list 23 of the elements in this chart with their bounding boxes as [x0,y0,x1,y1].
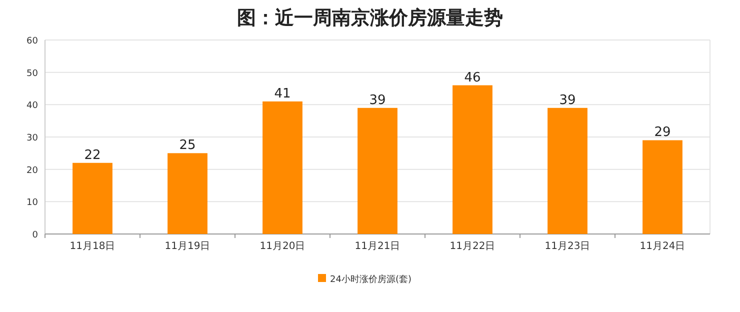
y-tick-label: 30 [26,134,38,144]
x-tick-label: 11月24日 [640,241,686,252]
title: 图：近一周南京涨价房源量走势 [237,7,503,29]
data-label: 25 [179,138,196,154]
data-label: 46 [464,70,481,86]
x-tick-label: 11月19日 [164,241,210,252]
x-tick-label: 11月20日 [260,241,306,252]
x-tick-label: 11月22日 [450,241,496,252]
data-label: 39 [369,92,386,108]
y-tick-label: 10 [26,198,38,208]
data-label: 41 [274,86,291,102]
y-tick-label: 0 [32,230,38,240]
y-tick-label: 50 [26,68,38,79]
data-label: 39 [559,92,576,108]
y-tick-label: 40 [26,101,38,112]
x-tick-label: 11月23日 [544,241,590,252]
y-tick-label: 20 [26,166,38,176]
data-label: 22 [84,148,101,163]
y-tick-label: 60 [26,36,38,46]
x-tick-label: 11月21日 [354,241,400,252]
x-tick-label: 11月18日 [70,241,116,252]
data-label: 29 [654,125,671,140]
legend-label: 24小时涨价房源(套) [330,274,412,285]
